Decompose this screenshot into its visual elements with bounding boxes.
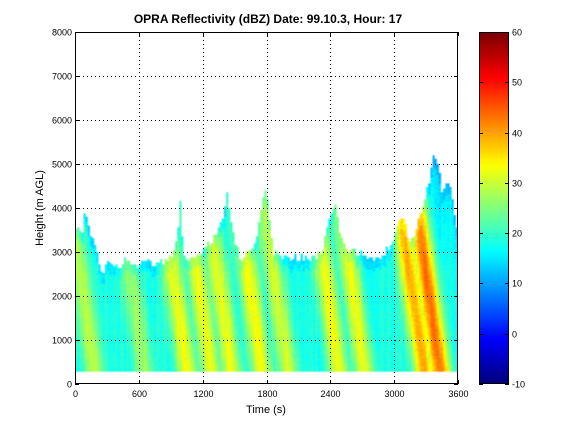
colorbar-tick-label: 30	[512, 179, 522, 189]
colorbar-tick-label: 0	[512, 330, 517, 340]
y-tick-label: 0	[67, 380, 72, 390]
x-axis-label: Time (s)	[246, 404, 286, 416]
x-tick-label: 0	[73, 389, 78, 399]
x-tick-label: 1800	[257, 389, 277, 399]
y-tick-label: 5000	[52, 160, 72, 170]
y-tick-label: 8000	[52, 28, 72, 38]
reflectivity-heatmap	[75, 32, 458, 384]
colorbar-gradient	[479, 32, 509, 384]
colorbar-tick-label: 20	[512, 229, 522, 239]
plot-area: 0 600 1200 1800 2400 3000 3600 0 1000 2000 3000 40…	[52, 28, 469, 400]
colorbar-ticks: -10 0 10 20 30 40 50 60	[479, 28, 525, 390]
x-tick-label: 600	[132, 389, 147, 399]
x-tick-label: 3000	[384, 389, 404, 399]
x-tick-label: 3600	[448, 389, 468, 399]
colorbar-tick-label: -10	[512, 380, 525, 390]
y-tick-label: 7000	[52, 72, 72, 82]
x-axis-ticks: 0 600 1200 1800 2400 3000 3600	[73, 32, 469, 399]
y-tick-label: 3000	[52, 248, 72, 258]
colorbar-tick-label: 10	[512, 279, 522, 289]
chart-title: OPRA Reflectivity (dBZ) Date: 99.10.3, H…	[134, 12, 403, 26]
x-tick-label: 2400	[320, 389, 340, 399]
colorbar-tick-label: 60	[512, 28, 522, 38]
y-tick-label: 2000	[52, 292, 72, 302]
colorbar: -10 0 10 20 30 40 50 60	[479, 28, 525, 390]
colorbar-tick-label: 50	[512, 78, 522, 88]
grid-lines	[75, 32, 458, 384]
y-tick-label: 1000	[52, 336, 72, 346]
colorbar-tick-label: 40	[512, 129, 522, 139]
y-axis-label: Height (m AGL)	[34, 170, 46, 246]
y-tick-label: 6000	[52, 116, 72, 126]
x-tick-label: 1200	[193, 389, 213, 399]
colorbar-frame	[479, 32, 509, 384]
y-axis-ticks: 0 1000 2000 3000 4000 5000 6000 7000 8000	[52, 28, 458, 390]
y-tick-label: 4000	[52, 204, 72, 214]
